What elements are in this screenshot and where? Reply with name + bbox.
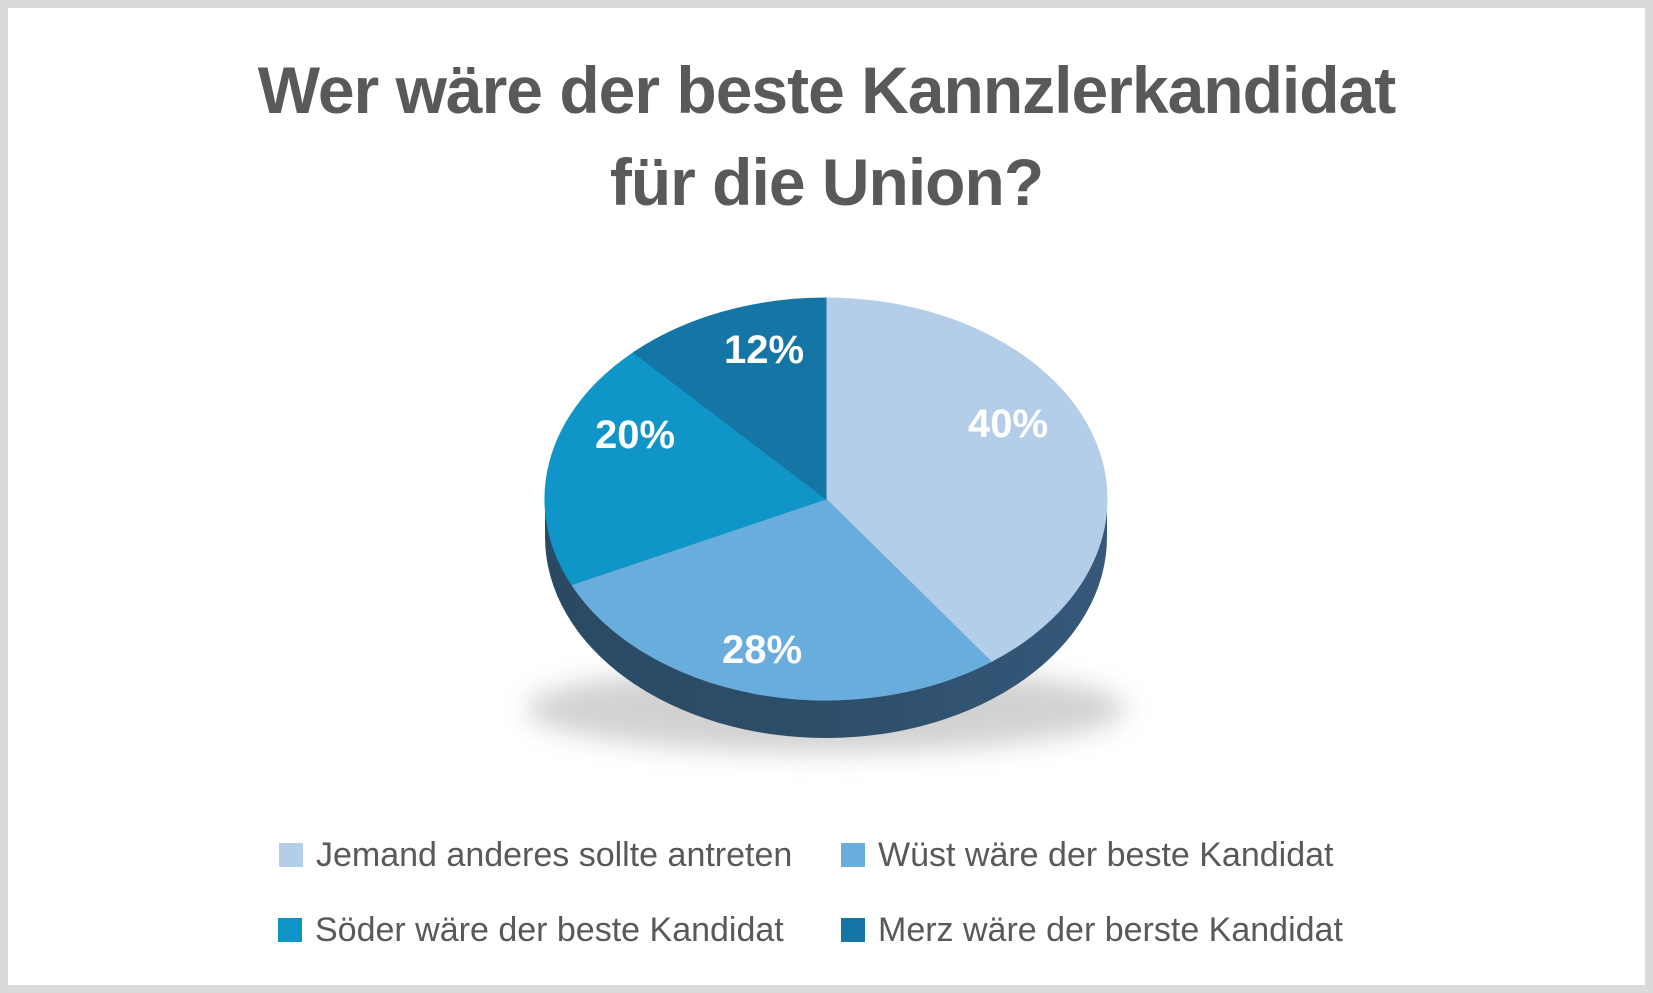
chart-title-line2: für die Union?	[609, 145, 1044, 219]
pie-slice-40pct	[825, 297, 1108, 663]
legend-label-merz: Merz wäre der berste Kandidat	[878, 911, 1343, 949]
legend-label-wuest: Wüst wäre der beste Kandidat	[878, 836, 1334, 874]
legend-label-jemand-anderes: Jemand anderes sollte antreten	[316, 836, 793, 874]
legend-item-jemand-anderes: Jemand anderes sollte antreten	[279, 838, 792, 872]
pie-slice-28pct	[570, 498, 993, 701]
chart-title-line1: Wer wäre der beste Kannzlerkandidat	[257, 53, 1397, 127]
legend-item-merz: Merz wäre der berste Kandidat	[841, 913, 1343, 947]
pie-value-label-12pct: 12%	[724, 328, 804, 372]
legend-label-soeder: Söder wäre der beste Kandidat	[315, 911, 784, 949]
legend-item-soeder: Söder wäre der beste Kandidat	[278, 913, 784, 947]
pie-side-band	[545, 499, 1107, 738]
pie-value-label-40pct: 40%	[968, 402, 1048, 446]
pie-value-label-20pct: 20%	[595, 413, 675, 457]
pie-slice-12pct	[632, 297, 827, 501]
legend-item-wuest: Wüst wäre der beste Kandidat	[841, 838, 1333, 872]
pie-slice-20pct	[544, 351, 828, 586]
legend-swatch-merz	[841, 918, 865, 942]
legend-swatch-jemand-anderes	[279, 843, 303, 867]
pie-value-label-28pct: 28%	[722, 628, 802, 672]
legend-swatch-wuest	[841, 843, 865, 867]
chart-title: Wer wäre der beste Kannzlerkandidat für …	[0, 44, 1653, 228]
legend-swatch-soeder	[278, 918, 302, 942]
